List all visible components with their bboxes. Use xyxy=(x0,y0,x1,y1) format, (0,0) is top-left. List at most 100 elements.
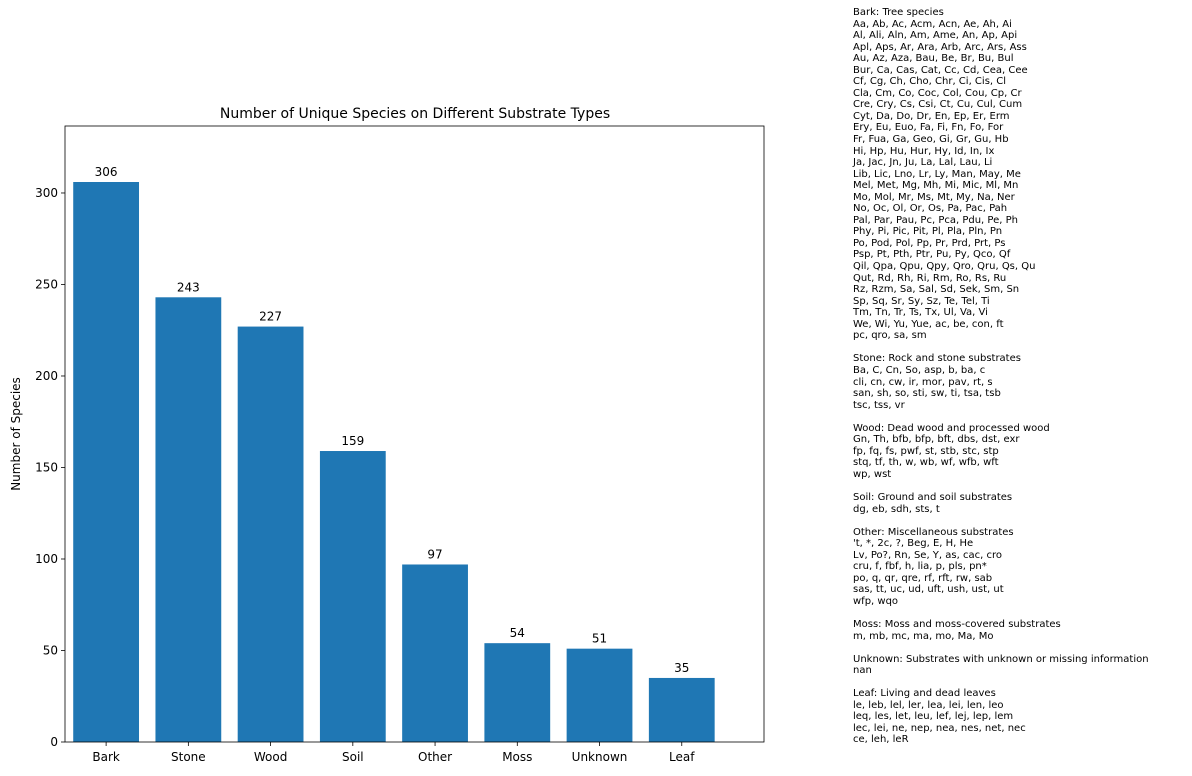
note-line: fp, fq, fs, pwf, st, stb, stc, stp xyxy=(853,445,999,457)
note-title: Bark: Tree species xyxy=(853,7,944,18)
note-line: Tm, Tn, Tr, Ts, Tx, Ul, Va, Vi xyxy=(853,307,988,319)
data-label-wood: 227 xyxy=(259,310,282,324)
x-tick-label-unknown: Unknown xyxy=(572,750,628,764)
y-tick-label: 50 xyxy=(43,643,58,657)
bar-other xyxy=(402,564,468,742)
note-line: leq, les, let, leu, lef, lej, lep, lem xyxy=(853,711,1014,723)
note-line: nan xyxy=(853,665,872,677)
note-line: lec, lei, ne, nep, nea, nes, net, nec xyxy=(853,722,1026,734)
note-line: Hi, Hp, Hu, Hur, Hy, Id, In, Ix xyxy=(853,145,995,157)
bar-soil xyxy=(319,451,386,742)
note-title: Unknown: Substrates with unknown or miss… xyxy=(853,653,1149,665)
x-tick-label-soil: Soil xyxy=(342,750,364,764)
note-group: Other: Miscellaneous substrates't, *, 2c… xyxy=(853,527,1189,608)
note-line: Mel, Met, Mg, Mh, Mi, Mic, Ml, Mn xyxy=(853,180,1019,192)
note-title: Leaf: Living and dead leaves xyxy=(853,688,996,700)
data-label-bark: 306 xyxy=(95,165,118,179)
note-title: Wood: Dead wood and processed wood xyxy=(853,422,1050,434)
note-line: wp, wst xyxy=(853,468,892,480)
note-line: No, Oc, Ol, Or, Os, Pa, Pac, Pah xyxy=(853,203,1008,215)
bar-bark xyxy=(73,182,140,742)
note-line: Rz, Rzm, Sa, Sal, Sd, Sek, Sm, Sn xyxy=(853,284,1020,296)
note-line: Lv, Po?, Rn, Se, Y, as, cac, cro xyxy=(853,549,1002,561)
note-line: Al, Ali, Aln, Am, Ame, An, Ap, Api xyxy=(853,30,1018,42)
note-title: Moss: Moss and moss-covered substrates xyxy=(853,618,1061,630)
data-label-unknown: 51 xyxy=(592,632,607,646)
note-group: Moss: Moss and moss-covered substrates m,… xyxy=(853,619,1189,642)
note-line: pc, qro, sa, sm xyxy=(853,330,927,342)
x-tick-label-leaf: Leaf xyxy=(669,750,695,764)
x-tick-label-bark: Bark xyxy=(92,750,120,764)
note-line: 't, *, 2c, ?, Beg, E, H, He xyxy=(853,538,974,550)
note-line: ce, leh, leR xyxy=(853,734,909,746)
bar-stone xyxy=(155,297,222,742)
note-line: Gn, Th, bfb, bfp, bft, dbs, dst, exr xyxy=(853,434,1020,446)
bar-wood xyxy=(237,326,304,742)
bar-moss xyxy=(484,643,551,742)
note-line: le, leb, lel, ler, lea, lei, len, leo xyxy=(853,699,1004,711)
note-line: Cyt, Da, Do, Dr, En, Ep, Er, Erm xyxy=(853,110,1010,122)
note-line: tsc, tss, vr xyxy=(853,399,905,411)
y-tick-label: 300 xyxy=(35,186,58,200)
note-group: Leaf: Living and dead leaves le, leb, lel… xyxy=(853,688,1189,746)
note-line: Lib, Lic, Lno, Lr, Ly, Man, May, Me xyxy=(853,168,1021,180)
note-line: Cla, Cm, Co, Coc, Col, Cou, Cp, Cr xyxy=(853,87,1022,99)
y-tick-label: 100 xyxy=(35,552,58,566)
note-line: Sp, Sq, Sr, Sy, Sz, Te, Tel, Ti xyxy=(853,295,990,307)
note-line: Ery, Eu, Euo, Fa, Fi, Fn, Fo, For xyxy=(853,122,1004,134)
note-title: Other: Miscellaneous substrates xyxy=(853,526,1014,538)
note-group: Soil: Ground and soil substrates dg, eb, … xyxy=(853,492,1189,515)
data-label-leaf: 35 xyxy=(674,661,689,675)
axes-group: Bark Stone Wood Soil Other Moss Unknown Leaf 0 50… xyxy=(35,125,765,764)
note-line: Aa, Ab, Ac, Acm, Acn, Ae, Ah, Ai xyxy=(853,18,1012,30)
data-label-soil: 159 xyxy=(341,434,364,448)
note-group: Wood: Dead wood and processed wood Gn, Th… xyxy=(853,423,1189,481)
note-title: Soil: Ground and soil substrates xyxy=(853,491,1013,503)
y-tick-label: 250 xyxy=(35,277,58,291)
note-line: Cre, Cry, Cs, Csi, Ct, Cu, Cul, Cum xyxy=(853,99,1023,111)
note-line: We, Wi, Yu, Yue, ac, be, con, ft xyxy=(853,318,1004,330)
note-line: Phy, Pi, Pic, Pit, Pl, Pla, Pln, Pn xyxy=(853,226,1003,238)
y-tick-label: 150 xyxy=(35,460,58,474)
bars-group xyxy=(73,182,715,742)
note-line: sas, tt, uc, ud, uft, ush, ust, ut xyxy=(853,584,1004,596)
x-tick-label-other: Other xyxy=(418,750,452,764)
note-line: Qut, Rd, Rh, Ri, Rm, Ro, Rs, Ru xyxy=(853,272,1007,284)
note-group: Bark: Tree species Aa, Ab, Ac, Acm, Acn, … xyxy=(853,7,1189,342)
note-line: Mo, Mol, Mr, Ms, Mt, My, Na, Ner xyxy=(853,191,1015,203)
note-line: Qil, Qpa, Qpu, Qpy, Qro, Qru, Qs, Qu xyxy=(853,261,1036,273)
x-tick-label-wood: Wood xyxy=(254,750,287,764)
note-line: dg, eb, sdh, sts, t xyxy=(853,503,940,515)
y-axis-label: Number of Species xyxy=(9,377,23,491)
note-line: Ba, C, Cn, So, asp, b, ba, c xyxy=(853,364,986,376)
note-line: Bur, Ca, Cas, Cat, Cc, Cd, Cea, Cee xyxy=(853,64,1028,76)
note-line: wfp, wqo xyxy=(853,595,899,607)
note-line: Pal, Par, Pau, Pc, Pca, Pdu, Pe, Ph xyxy=(853,214,1018,226)
note-line: Au, Az, Aza, Bau, Be, Br, Bu, Bul xyxy=(853,53,1014,65)
note-line: Psp, Pt, Pth, Ptr, Pu, Py, Qco, Qf xyxy=(853,249,1011,261)
note-line: cru, f, fbf, h, lia, p, pls, pn* xyxy=(853,561,987,573)
note-line: Fr, Fua, Ga, Geo, Gi, Gr, Gu, Hb xyxy=(853,134,1009,146)
note-group: Stone: Rock and stone substrates Ba, C, C… xyxy=(853,353,1189,411)
note-line: Apl, Aps, Ar, Ara, Arb, Arc, Ars, Ass xyxy=(853,41,1027,53)
note-line: m, mb, mc, ma, mo, Ma, Mo xyxy=(853,630,994,642)
note-line: Ja, Jac, Jn, Ju, La, Lal, Lau, Li xyxy=(853,157,993,169)
note-line: stq, tf, th, w, wb, wf, wfb, wft xyxy=(853,457,999,469)
chart-title: Number of Unique Species on Different Su… xyxy=(220,106,610,122)
note-line: cli, cn, cw, ir, mor, pav, rt, s xyxy=(853,376,993,388)
legend-notes: Bark: Tree species Aa, Ab, Ac, Acm, Acn, … xyxy=(853,7,1189,758)
data-label-moss: 54 xyxy=(510,626,525,640)
note-line: san, sh, so, sti, sw, ti, tsa, tsb xyxy=(853,388,1001,400)
note-line: Cf, Cg, Ch, Cho, Chr, Ci, Cis, Cl xyxy=(853,76,1007,88)
x-tick-label-stone: Stone xyxy=(171,750,206,764)
note-title: Stone: Rock and stone substrates xyxy=(853,353,1021,365)
y-tick-label: 0 xyxy=(50,735,58,749)
note-group: Unknown: Substrates with unknown or miss… xyxy=(853,654,1189,677)
bar-chart: 306 243 227 159 97 54 51 35 Bark Stone Wood Soil Ot… xyxy=(9,106,765,764)
data-label-stone: 243 xyxy=(177,280,200,294)
bar-unknown xyxy=(566,648,633,742)
data-label-other: 97 xyxy=(427,547,442,561)
note-line: Po, Pod, Pol, Pp, Pr, Prd, Prt, Ps xyxy=(853,237,1006,249)
x-tick-label-moss: Moss xyxy=(502,750,532,764)
bar-leaf xyxy=(648,677,715,742)
